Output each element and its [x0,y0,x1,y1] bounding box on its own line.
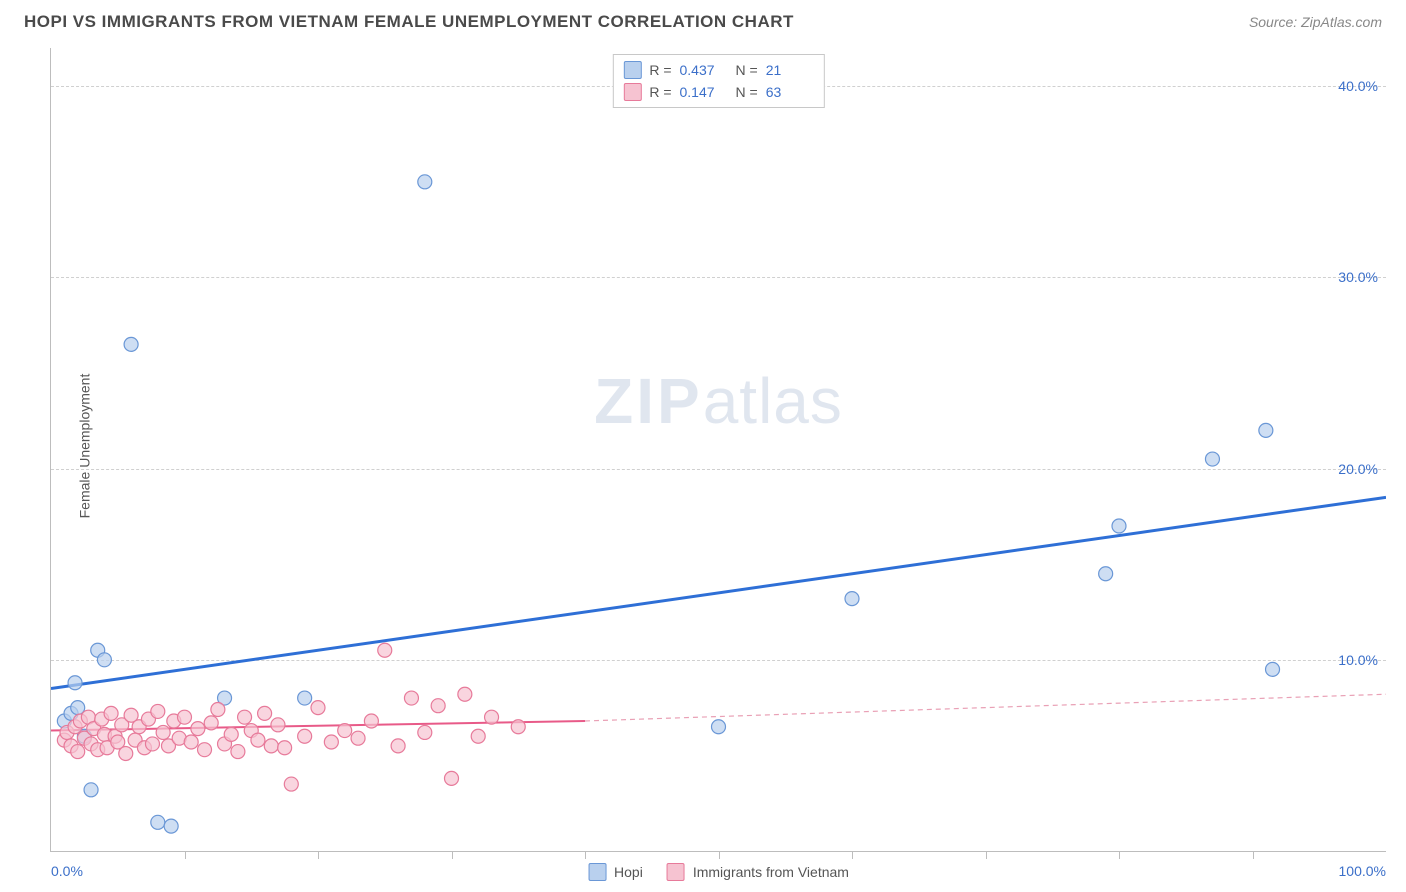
plot-svg [51,48,1386,851]
x-tick [852,851,853,859]
data-point [271,718,285,732]
data-point [97,653,111,667]
x-tick [185,851,186,859]
legend-item: Hopi [588,863,643,881]
legend-r-value: 0.147 [680,84,728,100]
data-point [351,731,365,745]
data-point [231,745,245,759]
data-point [104,706,118,720]
x-tick-label: 0.0% [51,863,83,879]
trend-line [585,694,1386,721]
data-point [445,771,459,785]
legend-n-label: N = [736,62,758,78]
trend-line [51,497,1386,688]
x-tick [1119,851,1120,859]
legend-r-label: R = [649,84,671,100]
data-point [1099,567,1113,581]
data-point [278,741,292,755]
data-point [298,691,312,705]
data-point [198,743,212,757]
series-legend: Hopi Immigrants from Vietnam [588,863,849,881]
data-point [1266,662,1280,676]
legend-series-label: Hopi [614,864,643,880]
data-point [119,746,133,760]
data-point [418,725,432,739]
data-point [178,710,192,724]
legend-n-value: 21 [766,62,814,78]
data-point [471,729,485,743]
data-point [251,733,265,747]
data-point [1112,519,1126,533]
x-tick [719,851,720,859]
data-point [324,735,338,749]
data-point [485,710,499,724]
legend-r-label: R = [649,62,671,78]
data-point [224,727,238,741]
scatter-chart: ZIPatlas R =0.437N =21R =0.147N =63 Hopi… [50,48,1386,852]
data-point [418,175,432,189]
data-point [311,701,325,715]
data-point [84,783,98,797]
data-point [404,691,418,705]
legend-series-label: Immigrants from Vietnam [693,864,849,880]
x-tick [986,851,987,859]
legend-swatch [623,83,641,101]
legend-n-value: 63 [766,84,814,100]
legend-row: R = 0.437 N = 21 [623,59,813,81]
data-point [1259,423,1273,437]
data-point [151,815,165,829]
x-tick [585,851,586,859]
data-point [458,687,472,701]
data-point [211,703,225,717]
data-point [284,777,298,791]
data-point [431,699,445,713]
x-tick [318,851,319,859]
data-point [391,739,405,753]
correlation-legend: R = 0.437 N = 21 R = 0.147 N = 63 [612,54,824,108]
data-point [204,716,218,730]
legend-swatch [667,863,685,881]
legend-n-label: N = [736,84,758,100]
data-point [191,722,205,736]
data-point [712,720,726,734]
source-attribution: Source: ZipAtlas.com [1249,14,1382,30]
data-point [164,819,178,833]
data-point [156,725,170,739]
data-point [258,706,272,720]
data-point [184,735,198,749]
legend-item: Immigrants from Vietnam [667,863,849,881]
data-point [364,714,378,728]
legend-row: R = 0.147 N = 63 [623,81,813,103]
data-point [298,729,312,743]
data-point [71,745,85,759]
data-point [264,739,278,753]
data-point [511,720,525,734]
legend-swatch [623,61,641,79]
legend-swatch [588,863,606,881]
data-point [338,724,352,738]
data-point [124,337,138,351]
data-point [151,704,165,718]
x-tick [1253,851,1254,859]
data-point [378,643,392,657]
data-point [1205,452,1219,466]
x-tick-label: 100.0% [1339,863,1386,879]
data-point [68,676,82,690]
x-tick [452,851,453,859]
data-point [845,592,859,606]
data-point [145,737,159,751]
chart-title: HOPI VS IMMIGRANTS FROM VIETNAM FEMALE U… [24,12,794,32]
legend-r-value: 0.437 [680,62,728,78]
data-point [238,710,252,724]
